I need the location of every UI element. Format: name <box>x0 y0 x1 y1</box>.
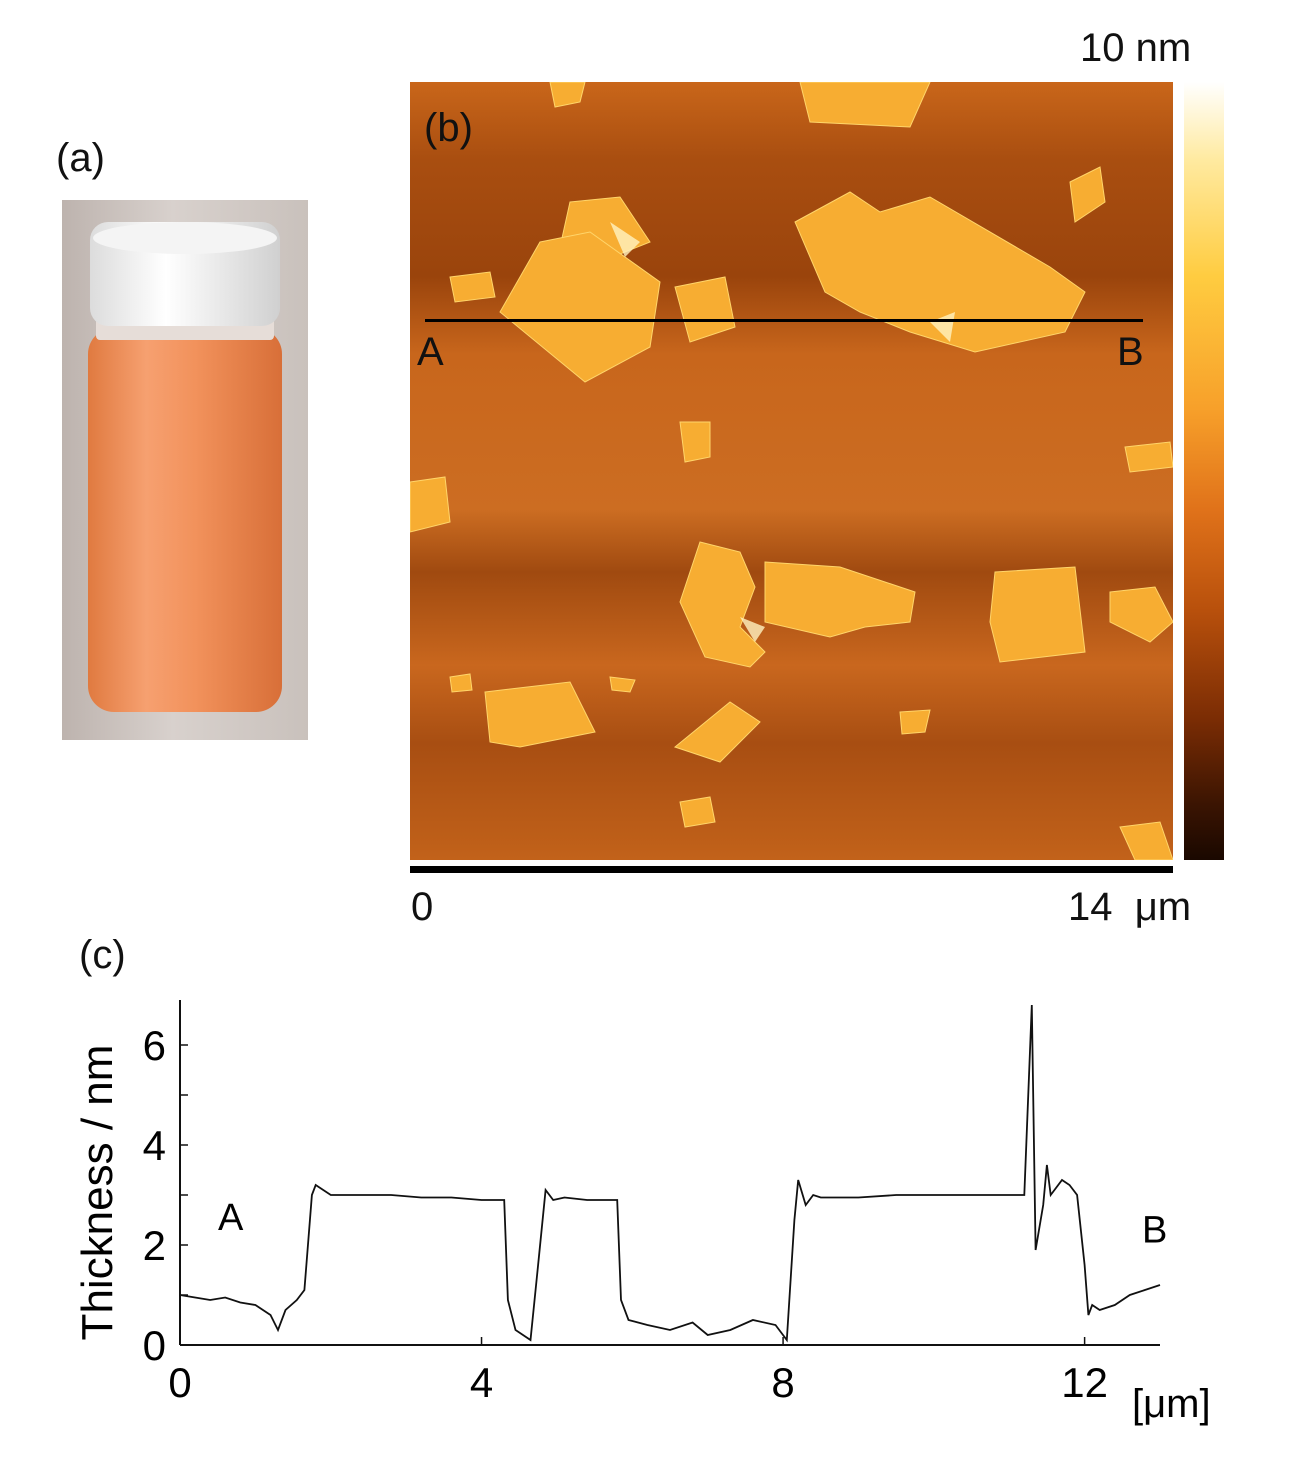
chart-axes <box>179 1000 1160 1346</box>
colorbar-max-label: 10 nm <box>1080 26 1192 70</box>
annotation-b: B <box>1142 1210 1167 1252</box>
scale-bar <box>410 866 1173 873</box>
afm-image <box>409 81 1174 861</box>
y-tick-label: 0 <box>143 1322 166 1369</box>
x-tick-label: 0 <box>168 1359 191 1406</box>
vial-photo <box>62 200 308 740</box>
afm-drawing <box>409 81 1174 861</box>
panel-b-label: (b) <box>424 106 473 150</box>
y-tick-label: 2 <box>143 1222 166 1269</box>
point-a-label: A <box>417 330 444 374</box>
point-b-label: B <box>1117 330 1144 374</box>
x-tick-label: 8 <box>771 1359 794 1406</box>
y-tick-label: 6 <box>143 1022 166 1069</box>
profile-line-ab <box>425 319 1143 322</box>
thickness-chart: 0 4 8 12 0 2 4 6 Thickness / nm [μm] A B <box>73 1000 1211 1426</box>
thickness-profile-line <box>179 1004 1161 1343</box>
y-tick-label: 4 <box>143 1122 166 1169</box>
x-tick-label: 12 <box>1061 1359 1108 1406</box>
vial-body <box>88 328 282 712</box>
chart-tick-labels: 0 4 8 12 0 2 4 6 <box>143 1022 1108 1406</box>
scale-end-label: 14 μm <box>1068 885 1192 929</box>
scale-start-label: 0 <box>411 885 434 929</box>
vial-drawing <box>88 222 282 712</box>
height-colorbar <box>1184 82 1224 860</box>
y-axis-label: Thickness / nm <box>73 1045 122 1341</box>
panel-a-label: (a) <box>56 136 105 180</box>
annotation-a: A <box>218 1197 244 1239</box>
panel-c-label: (c) <box>79 933 126 977</box>
x-tick-label: 4 <box>470 1359 493 1406</box>
x-axis-label: [μm] <box>1132 1382 1211 1426</box>
